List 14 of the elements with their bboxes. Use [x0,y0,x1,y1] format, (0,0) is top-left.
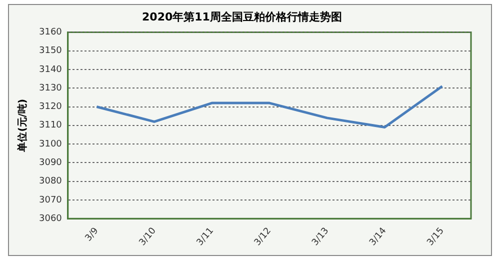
y-tick-label: 3100 [39,139,62,150]
y-tick-label: 3090 [39,158,62,168]
y-tick-label: 3060 [39,214,62,224]
y-tick-label: 3150 [39,46,62,56]
y-tick-label: 3140 [39,64,62,75]
y-tick-label: 3130 [39,83,62,94]
y-tick-label: 3160 [39,28,62,38]
y-tick-label: 3080 [39,176,62,187]
y-tick-label: 3070 [39,195,62,206]
y-tick-label: 3120 [39,102,62,112]
y-axis-title: 单位(元/吨) [16,98,29,153]
x-tick-label: 3/9 [84,226,101,244]
chart-title: 2020年第11周全国豆粕价格行情走势图 [142,10,342,24]
y-tick-label: 3110 [39,120,62,131]
